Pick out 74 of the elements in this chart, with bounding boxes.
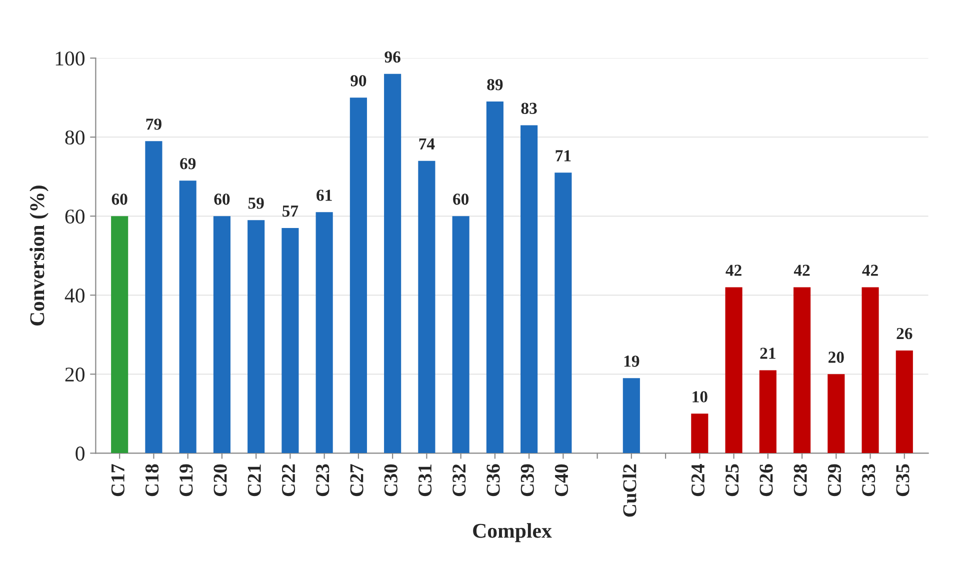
x-tick-label: C31: [418, 464, 432, 496]
bar: [896, 350, 913, 454]
bar: [145, 141, 162, 454]
data-label: 89: [487, 79, 503, 90]
data-label: 96: [384, 51, 400, 63]
x-tick-label: C24: [691, 464, 705, 496]
bar: [759, 370, 776, 454]
x-tick-label: C40: [554, 464, 568, 496]
x-tick-label: C19: [180, 464, 193, 496]
y-axis-title: Conversion (%): [30, 186, 48, 326]
data-label: 59: [248, 198, 264, 209]
data-label: 26: [896, 328, 912, 340]
y-tick-label: 60: [65, 210, 84, 224]
x-tick-label: C27: [350, 464, 364, 496]
bar: [350, 98, 367, 454]
x-tick-label: C32: [452, 464, 466, 496]
data-label: 79: [146, 118, 162, 130]
bar: [486, 102, 504, 454]
data-label: 57: [282, 206, 298, 217]
y-tick-label: 100: [56, 51, 84, 66]
data-label: 19: [624, 356, 640, 367]
data-label: 60: [453, 194, 469, 205]
bar: [384, 74, 402, 454]
x-tick-label: C26: [760, 464, 773, 496]
data-label: 42: [862, 264, 878, 276]
bar: [691, 414, 708, 454]
bar: [213, 216, 230, 454]
data-label: 60: [214, 194, 230, 205]
x-tick-label: C23: [316, 464, 330, 496]
data-label: 20: [828, 352, 844, 363]
bar: [622, 378, 640, 454]
data-label: 21: [760, 348, 776, 359]
x-tick-label: C33: [862, 464, 876, 496]
data-label: 60: [112, 194, 128, 205]
y-tick-label: 0: [76, 446, 84, 461]
x-tick-label: C21: [248, 464, 261, 496]
data-label: 69: [180, 158, 196, 170]
y-tick-label: 80: [65, 130, 84, 145]
data-label: 83: [521, 102, 537, 114]
y-tick-label: 20: [65, 368, 84, 382]
bar: [282, 228, 299, 454]
bar: [452, 216, 470, 454]
bar: [725, 287, 742, 454]
bar: [418, 160, 436, 454]
data-label: 42: [726, 264, 742, 276]
bar: [862, 287, 879, 454]
bar: [179, 180, 196, 454]
x-tick-label: C20: [214, 464, 227, 496]
x-tick-label: C18: [145, 464, 159, 496]
x-tick-label: CuCl2: [622, 464, 636, 517]
data-label: 71: [556, 150, 571, 162]
data-label: 90: [350, 75, 366, 86]
bar: [111, 216, 128, 454]
bar: [828, 374, 845, 454]
x-tick-label: C36: [486, 464, 500, 496]
x-tick-label: C39: [520, 464, 534, 496]
bar: [248, 220, 265, 454]
x-tick-label: C28: [794, 464, 807, 496]
data-label: 42: [794, 264, 810, 276]
bar: [554, 172, 572, 454]
x-tick-label: C35: [896, 464, 910, 496]
bar: [520, 125, 538, 454]
y-tick-label: 40: [64, 288, 84, 303]
bar: [794, 287, 811, 454]
x-tick-label: C30: [384, 464, 398, 496]
x-axis-title: Complex: [473, 523, 552, 542]
x-tick-label: C29: [828, 464, 842, 496]
data-label: 10: [692, 391, 708, 402]
x-tick-label: C25: [726, 464, 739, 496]
x-tick-label: C22: [282, 464, 296, 496]
x-tick-label: C17: [111, 464, 124, 496]
bar: [316, 212, 333, 454]
data-label: 74: [419, 138, 435, 150]
data-label: 61: [316, 190, 332, 201]
